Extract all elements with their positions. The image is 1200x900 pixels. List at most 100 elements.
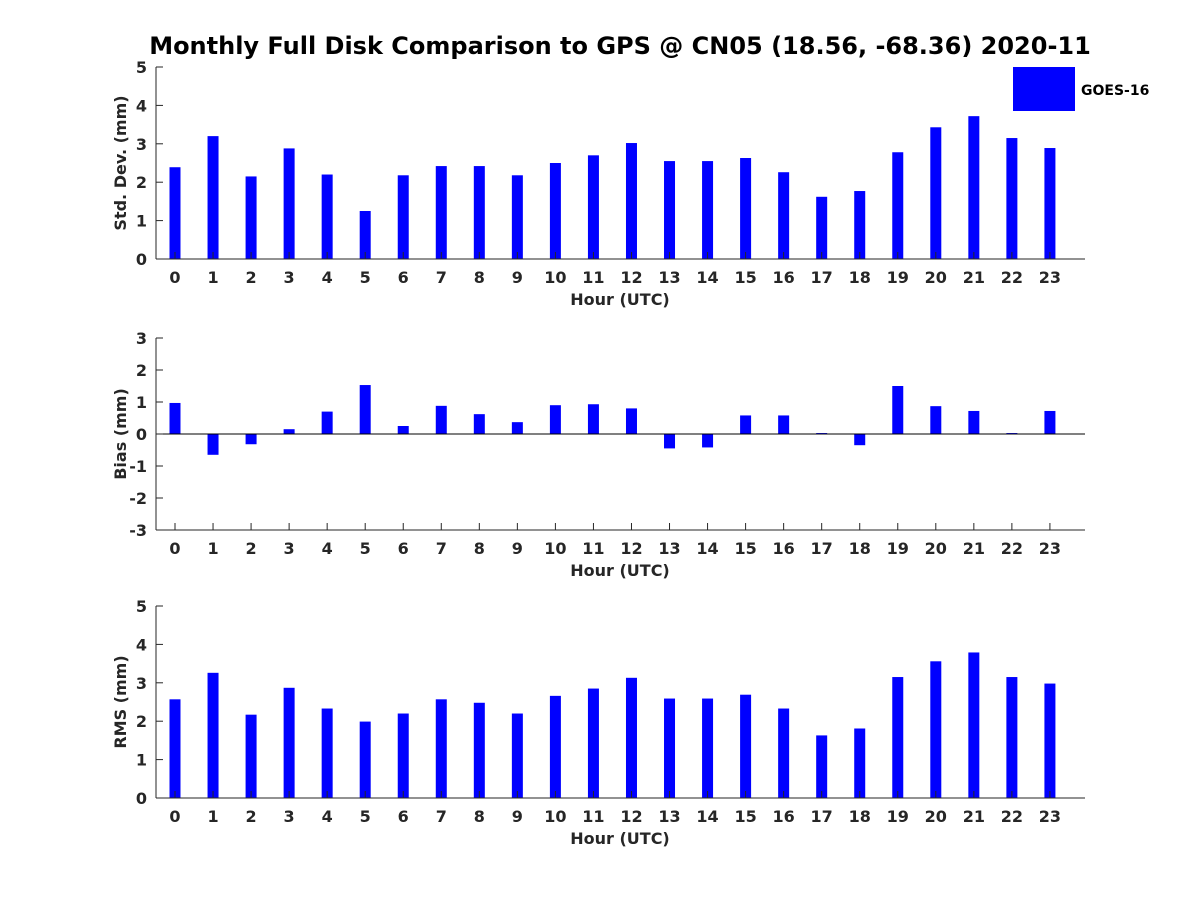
x-tick-label: 5 bbox=[360, 539, 371, 558]
x-tick-label: 17 bbox=[811, 807, 833, 826]
bar bbox=[549, 163, 561, 259]
y-tick-label: -3 bbox=[129, 521, 147, 540]
bar bbox=[473, 166, 485, 259]
bar bbox=[1044, 683, 1056, 798]
x-tick-label: 2 bbox=[246, 807, 257, 826]
bar bbox=[968, 116, 980, 259]
x-tick-label: 10 bbox=[544, 807, 566, 826]
x-tick-label: 22 bbox=[1001, 807, 1023, 826]
bar bbox=[854, 434, 866, 446]
bar bbox=[1044, 410, 1056, 434]
bar bbox=[892, 386, 904, 434]
x-tick-label: 16 bbox=[773, 268, 795, 287]
x-tick-label: 0 bbox=[169, 539, 180, 558]
x-tick-label: 20 bbox=[925, 539, 947, 558]
bar bbox=[702, 434, 714, 448]
x-tick-label: 3 bbox=[284, 807, 295, 826]
bar bbox=[1044, 148, 1056, 259]
bar bbox=[587, 404, 599, 434]
bar bbox=[435, 166, 447, 259]
y-tick-label: -1 bbox=[129, 457, 147, 476]
legend-label: GOES-16 bbox=[1081, 83, 1149, 99]
x-tick-label: 13 bbox=[658, 807, 680, 826]
legend-swatch bbox=[1013, 67, 1075, 111]
x-tick-label: 21 bbox=[963, 807, 985, 826]
bar bbox=[283, 429, 295, 434]
bar bbox=[702, 161, 714, 259]
bar bbox=[854, 191, 866, 259]
y-tick-label: 1 bbox=[136, 751, 147, 770]
x-tick-label: 22 bbox=[1001, 268, 1023, 287]
x-tick-label: 0 bbox=[169, 268, 180, 287]
bar bbox=[625, 677, 637, 798]
x-tick-label: 22 bbox=[1001, 539, 1023, 558]
y-tick-label: 0 bbox=[136, 250, 147, 269]
bar bbox=[968, 652, 980, 798]
x-tick-label: 18 bbox=[849, 268, 871, 287]
x-tick-label: 4 bbox=[322, 539, 333, 558]
bar bbox=[511, 713, 523, 798]
x-tick-label: 23 bbox=[1039, 539, 1061, 558]
x-tick-label: 21 bbox=[963, 539, 985, 558]
x-tick-label: 1 bbox=[207, 807, 218, 826]
bar bbox=[702, 698, 714, 798]
y-tick-label: 4 bbox=[136, 96, 147, 115]
x-tick-label: 18 bbox=[849, 807, 871, 826]
x-tick-label: 11 bbox=[582, 539, 604, 558]
bar bbox=[625, 408, 637, 434]
bar bbox=[587, 155, 599, 259]
chart-title: Monthly Full Disk Comparison to GPS @ CN… bbox=[149, 32, 1091, 60]
x-axis-label: Hour (UTC) bbox=[570, 290, 670, 309]
x-tick-label: 20 bbox=[925, 807, 947, 826]
bar bbox=[473, 414, 485, 434]
bar bbox=[473, 702, 485, 798]
x-tick-label: 17 bbox=[811, 268, 833, 287]
x-tick-label: 10 bbox=[544, 268, 566, 287]
x-tick-label: 9 bbox=[512, 268, 523, 287]
y-tick-label: 5 bbox=[136, 58, 147, 77]
x-tick-label: 20 bbox=[925, 268, 947, 287]
x-tick-label: 14 bbox=[696, 539, 718, 558]
x-tick-label: 0 bbox=[169, 807, 180, 826]
bar bbox=[321, 708, 333, 798]
x-tick-label: 7 bbox=[436, 268, 447, 287]
bar bbox=[930, 406, 942, 434]
bar bbox=[245, 434, 257, 445]
x-tick-label: 6 bbox=[398, 539, 409, 558]
bar bbox=[625, 143, 637, 259]
y-axis-label: RMS (mm) bbox=[111, 655, 130, 748]
y-tick-label: -2 bbox=[129, 489, 147, 508]
bar bbox=[321, 174, 333, 259]
x-tick-label: 3 bbox=[284, 539, 295, 558]
bar bbox=[816, 735, 828, 798]
y-tick-label: 4 bbox=[136, 635, 147, 654]
bar bbox=[892, 152, 904, 259]
x-tick-label: 7 bbox=[436, 807, 447, 826]
bar bbox=[359, 385, 371, 434]
y-tick-label: 5 bbox=[136, 597, 147, 616]
bar bbox=[968, 410, 980, 434]
x-tick-label: 14 bbox=[696, 268, 718, 287]
bar bbox=[283, 148, 295, 259]
bar bbox=[397, 713, 409, 798]
x-tick-label: 4 bbox=[322, 807, 333, 826]
bar bbox=[740, 694, 752, 798]
x-tick-label: 10 bbox=[544, 539, 566, 558]
bar bbox=[169, 699, 181, 798]
y-tick-label: 3 bbox=[136, 674, 147, 693]
x-axis-label: Hour (UTC) bbox=[570, 561, 670, 580]
y-tick-label: 1 bbox=[136, 212, 147, 231]
x-tick-label: 8 bbox=[474, 268, 485, 287]
bar bbox=[359, 721, 371, 798]
bar bbox=[930, 127, 942, 260]
x-tick-label: 6 bbox=[398, 807, 409, 826]
x-tick-label: 9 bbox=[512, 807, 523, 826]
y-tick-label: 2 bbox=[136, 712, 147, 731]
bar bbox=[930, 661, 942, 798]
x-tick-label: 7 bbox=[436, 539, 447, 558]
x-tick-label: 8 bbox=[474, 807, 485, 826]
bar bbox=[169, 167, 181, 259]
bar bbox=[549, 405, 561, 434]
